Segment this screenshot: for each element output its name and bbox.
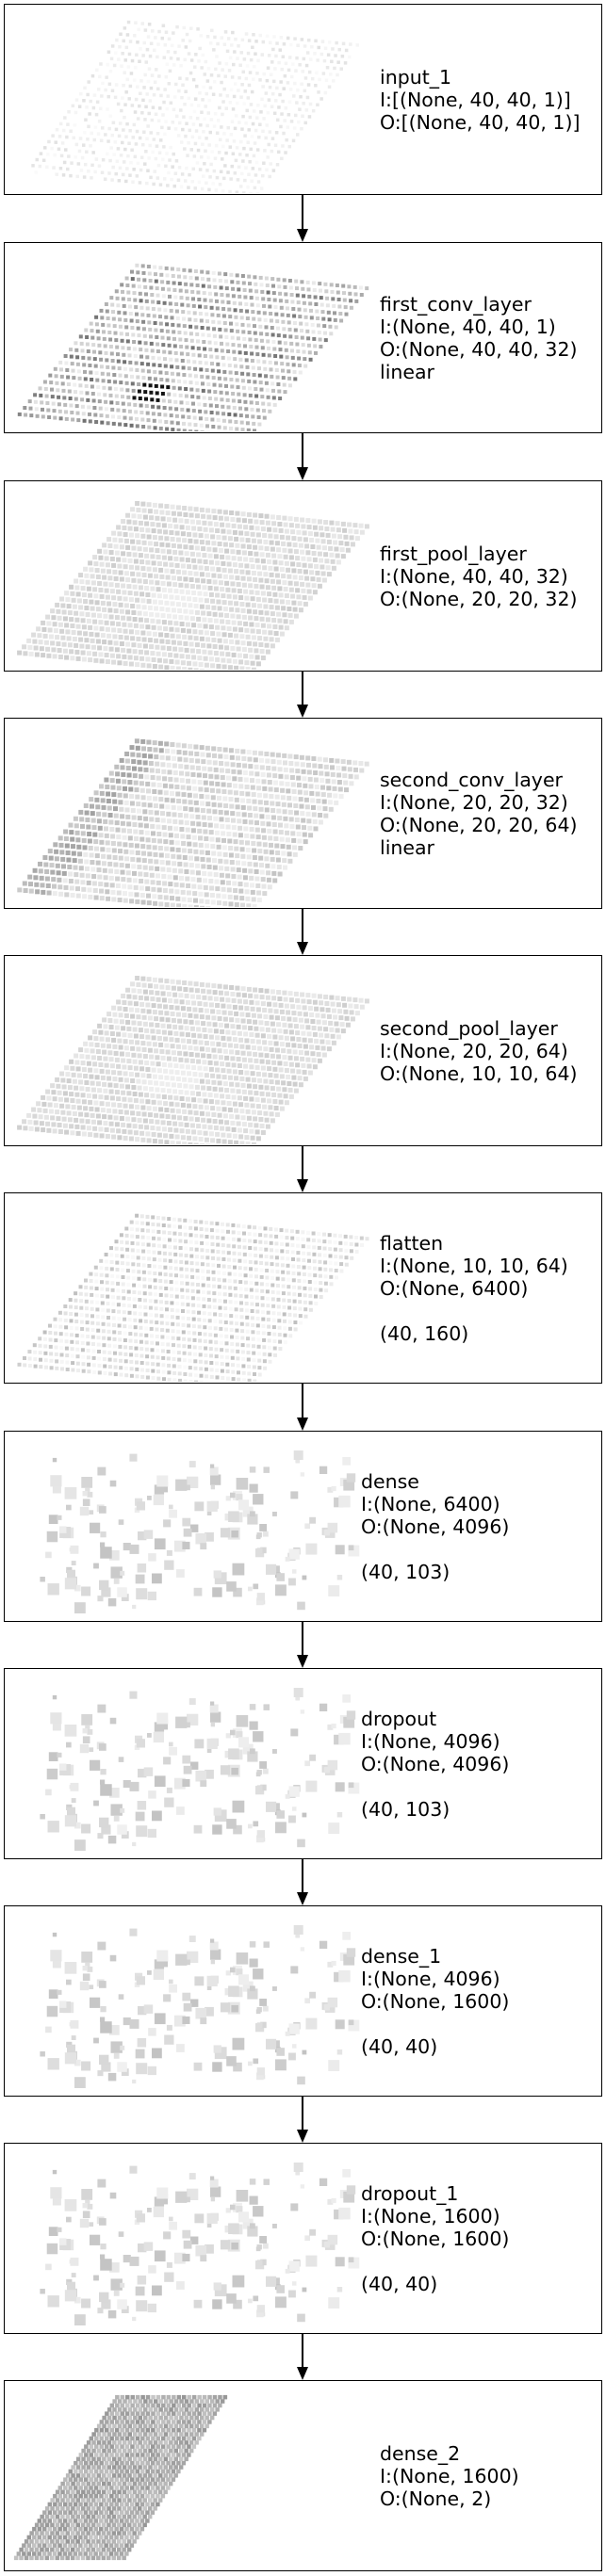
layer-visual-shape: (40, 103) (361, 1797, 450, 1821)
layer-output-shape: O:(None, 4096) (361, 1752, 510, 1775)
layer-labels: dense_1 I:(None, 4096) O:(None, 1600) (40, … (361, 1906, 509, 2096)
layer-labels: dense I:(None, 6400) O:(None, 4096) (40, 10… (361, 1432, 509, 1621)
layer-box-dense-2: dense_2 I:(None, 1600) O:(None, 2) (4, 2380, 602, 2571)
arrow-down-icon (297, 1892, 308, 1905)
layer-box-first-conv-layer: first_conv_layer I:(None, 40, 40, 1) O:(No… (4, 242, 602, 433)
layer-box-dropout-1: dropout_1 I:(None, 1600) O:(None, 1600) (40… (4, 2143, 602, 2334)
arrow-down-icon (297, 2130, 308, 2143)
layer-name: second_pool_layer (380, 1016, 558, 1040)
label-spacer (361, 1538, 509, 1561)
layer-name: dense (361, 1469, 419, 1493)
connector-line (302, 672, 303, 705)
layer-visual-shape: (40, 160) (380, 1321, 469, 1345)
connector-line (302, 909, 303, 942)
layer-labels: first_conv_layer I:(None, 40, 40, 1) O:(No… (380, 243, 578, 432)
layer-input-shape: I:(None, 1600) (361, 2204, 500, 2228)
connector-line (302, 1622, 303, 1655)
layer-input-shape: I:(None, 4096) (361, 1967, 500, 1990)
layer-input-shape: I:(None, 20, 20, 64) (380, 1039, 568, 1062)
label-spacer (361, 2013, 509, 2035)
layer-box-flatten: flatten I:(None, 10, 10, 64) O:(None, 6400… (4, 1192, 602, 1384)
layer-visualization (17, 263, 369, 431)
layer-visual-shape: (40, 103) (361, 1560, 450, 1583)
layer-input-shape: I:(None, 6400) (361, 1492, 500, 1515)
layer-visualization (40, 1450, 360, 1613)
layer-activation: linear (380, 360, 434, 383)
layer-input-shape: I:[(None, 40, 40, 1)] (380, 88, 571, 111)
layer-activation: linear (380, 835, 434, 859)
layer-name: dense_1 (361, 1944, 442, 1968)
connector-line (302, 2097, 303, 2130)
layer-name: input_1 (380, 65, 452, 89)
layer-input-shape: I:(None, 40, 40, 32) (380, 564, 568, 588)
layer-output-shape: O:(None, 1600) (361, 2227, 510, 2250)
connector-line (302, 1384, 303, 1418)
label-spacer (361, 1775, 509, 1798)
layer-visualization (31, 20, 359, 193)
layer-name: dropout_1 (361, 2181, 459, 2205)
layer-labels: flatten I:(None, 10, 10, 64) O:(None, 6400… (380, 1193, 568, 1383)
layer-output-shape: O:(None, 40, 40, 32) (380, 337, 578, 361)
layer-labels: dropout_1 I:(None, 1600) O:(None, 1600) (40… (361, 2144, 509, 2333)
layer-labels: input_1 I:[(None, 40, 40, 1)] O:[(None, 40… (380, 5, 580, 194)
layer-labels: second_pool_layer I:(None, 20, 20, 64) O:(… (380, 956, 578, 1145)
layer-visualization (17, 738, 369, 907)
connector-line (302, 1859, 303, 1892)
label-spacer (361, 2250, 509, 2273)
layer-visual-shape: (40, 40) (361, 2034, 438, 2058)
layer-output-shape: O:(None, 10, 10, 64) (380, 1061, 578, 1085)
layer-visualization (17, 976, 369, 1144)
layer-output-shape: O:(None, 1600) (361, 1989, 510, 2013)
arrow-down-icon (297, 705, 308, 718)
layer-visualization (40, 1688, 360, 1851)
layer-output-shape: O:[(None, 40, 40, 1)] (380, 110, 581, 134)
layer-input-shape: I:(None, 1600) (380, 2464, 519, 2487)
layer-visualization (17, 1213, 369, 1382)
layer-name: flatten (380, 1231, 444, 1255)
connector-line (302, 433, 303, 467)
layer-box-second-conv-layer: second_conv_layer I:(None, 20, 20, 32) O:(… (4, 718, 602, 909)
arrow-down-icon (297, 467, 308, 480)
layer-output-shape: O:(None, 6400) (380, 1276, 529, 1300)
connector-line (302, 195, 303, 229)
layer-input-shape: I:(None, 4096) (361, 1729, 500, 1753)
layer-box-dense: dense I:(None, 6400) O:(None, 4096) (40, 10… (4, 1431, 602, 1622)
layer-visualization (17, 501, 369, 670)
layer-labels: first_pool_layer I:(None, 40, 40, 32) O:(N… (380, 481, 578, 671)
label-spacer (380, 1300, 568, 1322)
layer-name: dense_2 (380, 2441, 461, 2465)
layer-output-shape: O:(None, 4096) (361, 1515, 510, 1538)
layer-name: first_conv_layer (380, 292, 532, 316)
layer-name: first_pool_layer (380, 542, 527, 565)
arrow-down-icon (297, 2367, 308, 2380)
layer-visual-shape: (40, 40) (361, 2272, 438, 2295)
layer-labels: dropout I:(None, 4096) O:(None, 4096) (40, … (361, 1669, 509, 1858)
layer-box-second-pool-layer: second_pool_layer I:(None, 20, 20, 64) O:(… (4, 955, 602, 1146)
layer-visualization (13, 2394, 228, 2561)
connector-line (302, 2334, 303, 2367)
arrow-down-icon (297, 1179, 308, 1192)
connector-line (302, 1146, 303, 1179)
layer-name: dropout (361, 1707, 437, 1730)
arrow-down-icon (297, 942, 308, 955)
layer-box-dense-1: dense_1 I:(None, 4096) O:(None, 1600) (40, … (4, 1905, 602, 2097)
layer-output-shape: O:(None, 2) (380, 2487, 492, 2510)
layer-box-input-1: input_1 I:[(None, 40, 40, 1)] O:[(None, 40… (4, 4, 602, 195)
layer-box-first-pool-layer: first_pool_layer I:(None, 40, 40, 32) O:(N… (4, 480, 602, 672)
layer-labels: dense_2 I:(None, 1600) O:(None, 2) (380, 2381, 519, 2570)
layer-input-shape: I:(None, 40, 40, 1) (380, 315, 556, 338)
arrow-down-icon (297, 229, 308, 242)
layer-output-shape: O:(None, 20, 20, 64) (380, 813, 578, 836)
layer-output-shape: O:(None, 20, 20, 32) (380, 587, 578, 610)
arrow-down-icon (297, 1655, 308, 1668)
layer-visualization (40, 1925, 360, 2088)
layer-labels: second_conv_layer I:(None, 20, 20, 32) O:(… (380, 719, 578, 908)
layer-input-shape: I:(None, 10, 10, 64) (380, 1254, 568, 1277)
layer-input-shape: I:(None, 20, 20, 32) (380, 790, 568, 814)
layer-name: second_conv_layer (380, 768, 563, 791)
layer-box-dropout: dropout I:(None, 4096) O:(None, 4096) (40, … (4, 1668, 602, 1859)
arrow-down-icon (297, 1418, 308, 1431)
layer-visualization (40, 2163, 360, 2325)
